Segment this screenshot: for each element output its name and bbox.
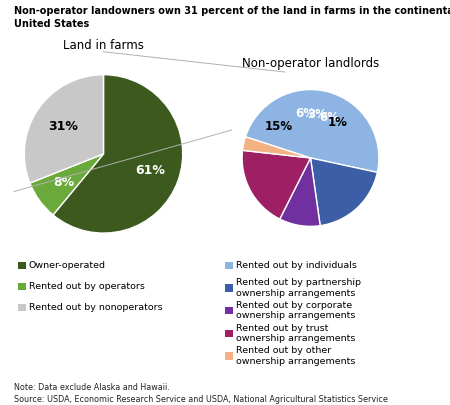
Text: Rented out by partnership
ownership arrangements: Rented out by partnership ownership arra… (236, 278, 361, 298)
Wedge shape (24, 75, 104, 183)
Text: 15%: 15% (265, 120, 293, 133)
Text: Rented out by individuals: Rented out by individuals (236, 261, 357, 270)
Text: 31%: 31% (48, 120, 78, 133)
Wedge shape (280, 158, 320, 226)
Wedge shape (30, 154, 104, 215)
Text: 8%: 8% (53, 176, 74, 189)
Wedge shape (245, 90, 379, 173)
Title: Non-operator landlords: Non-operator landlords (242, 57, 379, 70)
Wedge shape (242, 150, 310, 219)
Text: 3%: 3% (307, 108, 328, 121)
Wedge shape (310, 158, 378, 226)
Text: Rented out by trust
ownership arrangements: Rented out by trust ownership arrangemen… (236, 324, 355, 343)
Text: 61%: 61% (135, 164, 165, 177)
Text: Rented out by corporate
ownership arrangements: Rented out by corporate ownership arrang… (236, 301, 355, 320)
Text: 6%: 6% (320, 111, 339, 124)
Text: Owner-operated: Owner-operated (29, 261, 106, 270)
Title: Land in farms: Land in farms (63, 39, 144, 52)
Text: Rented out by nonoperators: Rented out by nonoperators (29, 303, 162, 312)
Text: Note: Data exclude Alaska and Hawaii.
Source: USDA, Economic Research Service an: Note: Data exclude Alaska and Hawaii. So… (14, 383, 387, 405)
Text: Rented out by other
ownership arrangements: Rented out by other ownership arrangemen… (236, 346, 355, 366)
Text: Rented out by operators: Rented out by operators (29, 282, 145, 291)
Text: Non-operator landowners own 31 percent of the land in farms in the continental
U: Non-operator landowners own 31 percent o… (14, 6, 450, 29)
Wedge shape (243, 137, 310, 158)
Text: 1%: 1% (328, 116, 348, 129)
Wedge shape (53, 75, 183, 233)
Text: 6%: 6% (295, 107, 315, 120)
